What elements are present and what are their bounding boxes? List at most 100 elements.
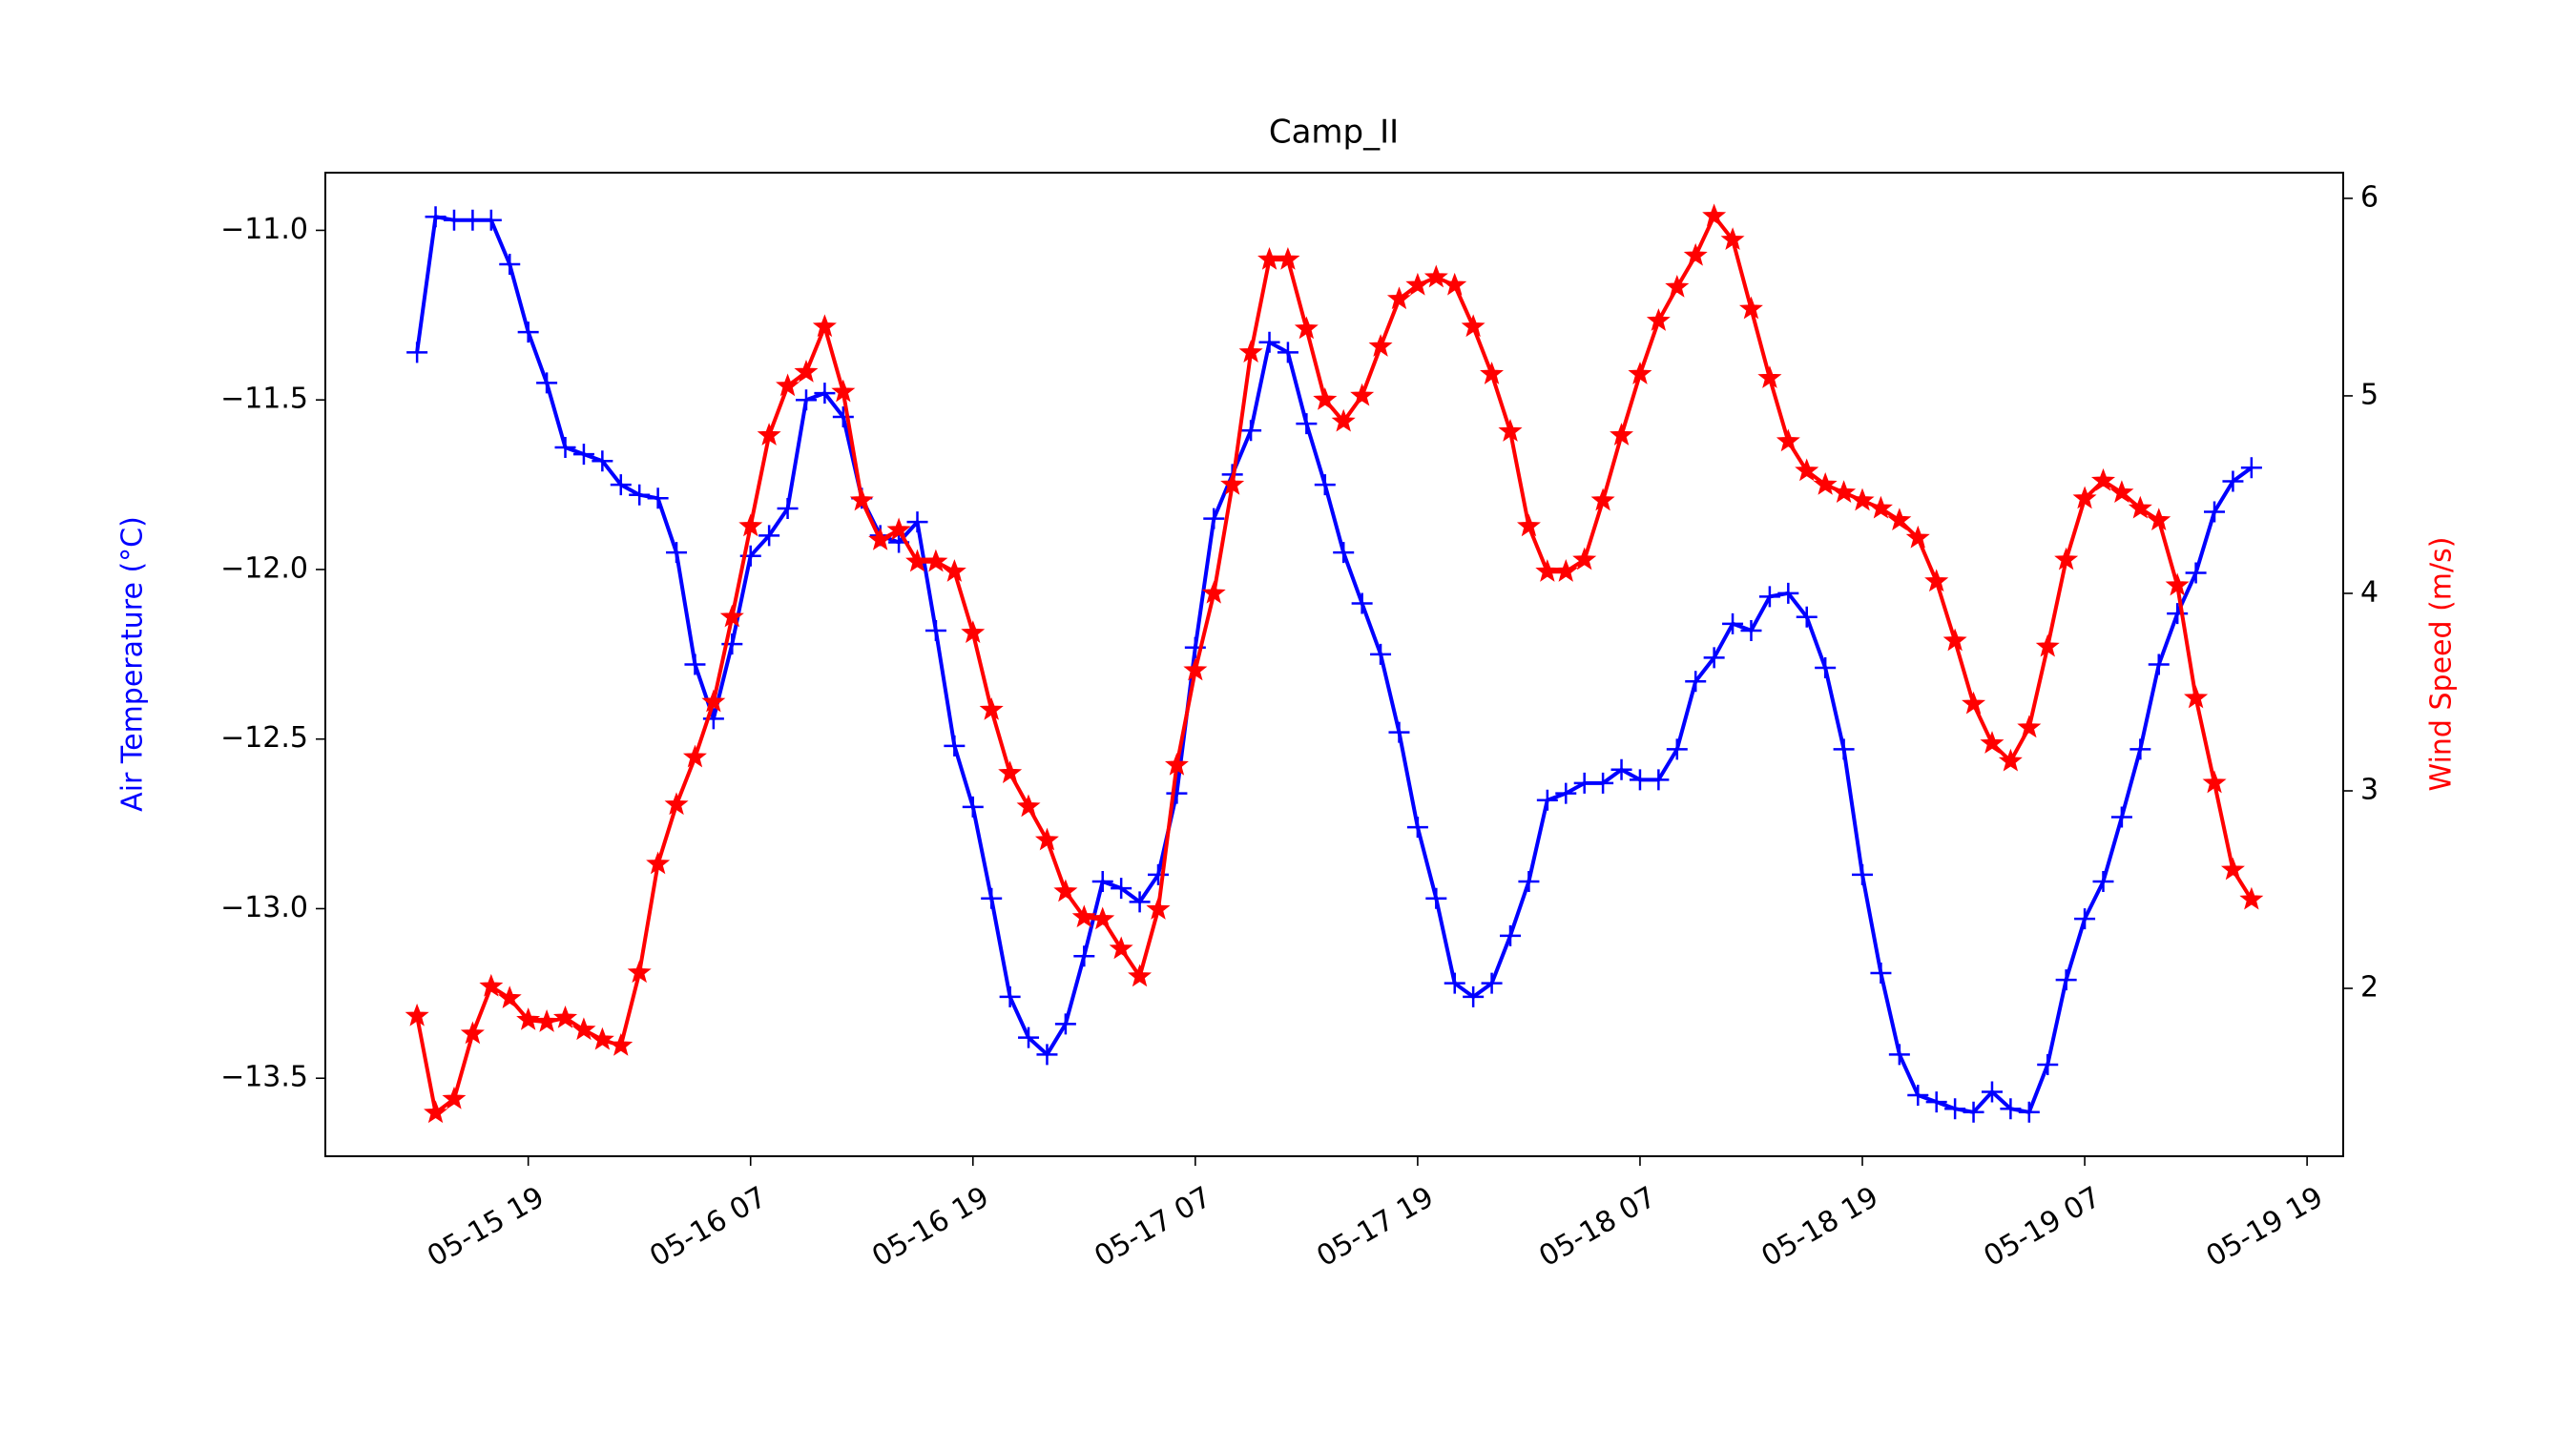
point-marker (1164, 752, 1189, 776)
point-marker (2000, 1098, 2022, 1120)
point-marker (1368, 334, 1393, 357)
point-marker (1573, 772, 1595, 794)
point-marker (425, 206, 447, 228)
y2-tick-label: 2 (2360, 971, 2379, 1005)
point-marker (1722, 612, 1744, 634)
point-marker (1795, 458, 1819, 482)
point-marker (701, 689, 726, 713)
y-axis-label: Air Temperature (°C) (116, 516, 150, 812)
point-marker (1536, 789, 1558, 811)
point-marker (831, 379, 856, 403)
point-marker (1628, 362, 1652, 384)
point-marker (1516, 513, 1541, 537)
point-marker (719, 604, 744, 628)
point-marker (2220, 857, 2245, 881)
point-marker (1592, 772, 1614, 794)
point-marker (1833, 738, 1855, 760)
point-marker (2128, 495, 2152, 519)
point-marker (1481, 972, 1503, 994)
point-marker (924, 549, 948, 572)
point-marker (497, 985, 522, 1009)
point-marker (1351, 592, 1373, 614)
point-marker (1553, 559, 1578, 582)
point-marker (1962, 691, 1986, 715)
point-marker (1555, 782, 1577, 804)
x-tick-label: 05-19 07 (1979, 1180, 2107, 1274)
point-marker (944, 735, 966, 757)
point-marker (1648, 769, 1670, 791)
point-marker (868, 527, 893, 550)
point-marker (1907, 1085, 1929, 1107)
point-marker (814, 383, 836, 404)
point-marker (1740, 619, 1762, 641)
point-marker (981, 887, 1003, 909)
y-tick-label: −12.5 (220, 721, 308, 755)
point-marker (979, 696, 1004, 720)
point-marker (1220, 471, 1245, 495)
point-marker (590, 1027, 614, 1050)
point-marker (1461, 314, 1485, 338)
point-marker (534, 1009, 559, 1032)
point-marker (906, 511, 928, 533)
y2-tick-label: 4 (2360, 575, 2379, 609)
point-marker (1944, 1098, 1966, 1120)
point-marker (552, 1005, 578, 1028)
point-marker (1331, 408, 1356, 432)
point-marker (1313, 386, 1338, 410)
point-marker (1166, 782, 1188, 804)
point-marker (1036, 1044, 1058, 1066)
point-marker (1423, 264, 1448, 288)
point-marker (1518, 871, 1540, 893)
point-marker (1109, 936, 1133, 960)
point-marker (2129, 738, 2151, 760)
x-tick-label: 05-18 07 (1533, 1180, 1661, 1274)
plot-frame (324, 172, 2344, 1157)
point-marker (460, 1021, 485, 1045)
point-marker (1887, 508, 1912, 531)
point-marker (1128, 964, 1153, 987)
y2-axis-label: Wind Speed (m/s) (2425, 537, 2459, 792)
point-marker (405, 1003, 429, 1027)
point-marker (999, 985, 1021, 1007)
point-marker (1463, 985, 1485, 1007)
point-marker (2204, 501, 2226, 523)
point-marker (1071, 904, 1096, 928)
point-marker (1610, 423, 1634, 446)
point-marker (2090, 467, 2116, 491)
point-marker (998, 760, 1023, 784)
x-tick-label: 05-16 19 (866, 1180, 994, 1274)
point-marker (592, 450, 613, 472)
point-marker (1276, 246, 1300, 270)
point-marker (1980, 731, 2005, 754)
point-marker (1590, 487, 1615, 511)
point-marker (1850, 487, 1875, 511)
point-marker (1240, 420, 1262, 442)
point-marker (1720, 227, 1745, 251)
point-marker (442, 1086, 467, 1110)
point-marker (1480, 362, 1505, 384)
point-marker (1998, 748, 2023, 772)
point-marker (2037, 1054, 2059, 1076)
point-marker (2184, 685, 2209, 709)
point-marker (1796, 606, 1818, 628)
point-marker (1757, 365, 1782, 388)
point-marker (536, 372, 558, 394)
point-marker (1498, 419, 1523, 442)
point-marker (610, 474, 632, 496)
point-marker (1942, 628, 1967, 652)
point-marker (1832, 480, 1857, 504)
point-marker (1924, 569, 1949, 592)
point-marker (1443, 272, 1467, 296)
point-marker (609, 1032, 634, 1056)
point-marker (1073, 945, 1095, 967)
x-tick-label: 05-16 07 (644, 1180, 772, 1274)
point-marker (2167, 603, 2189, 625)
point-marker (757, 423, 781, 446)
point-marker (1238, 340, 1263, 363)
point-marker (1852, 863, 1874, 885)
point-marker (629, 484, 651, 506)
point-marker (758, 525, 780, 547)
point-marker (2185, 562, 2207, 584)
point-marker (2240, 457, 2262, 479)
